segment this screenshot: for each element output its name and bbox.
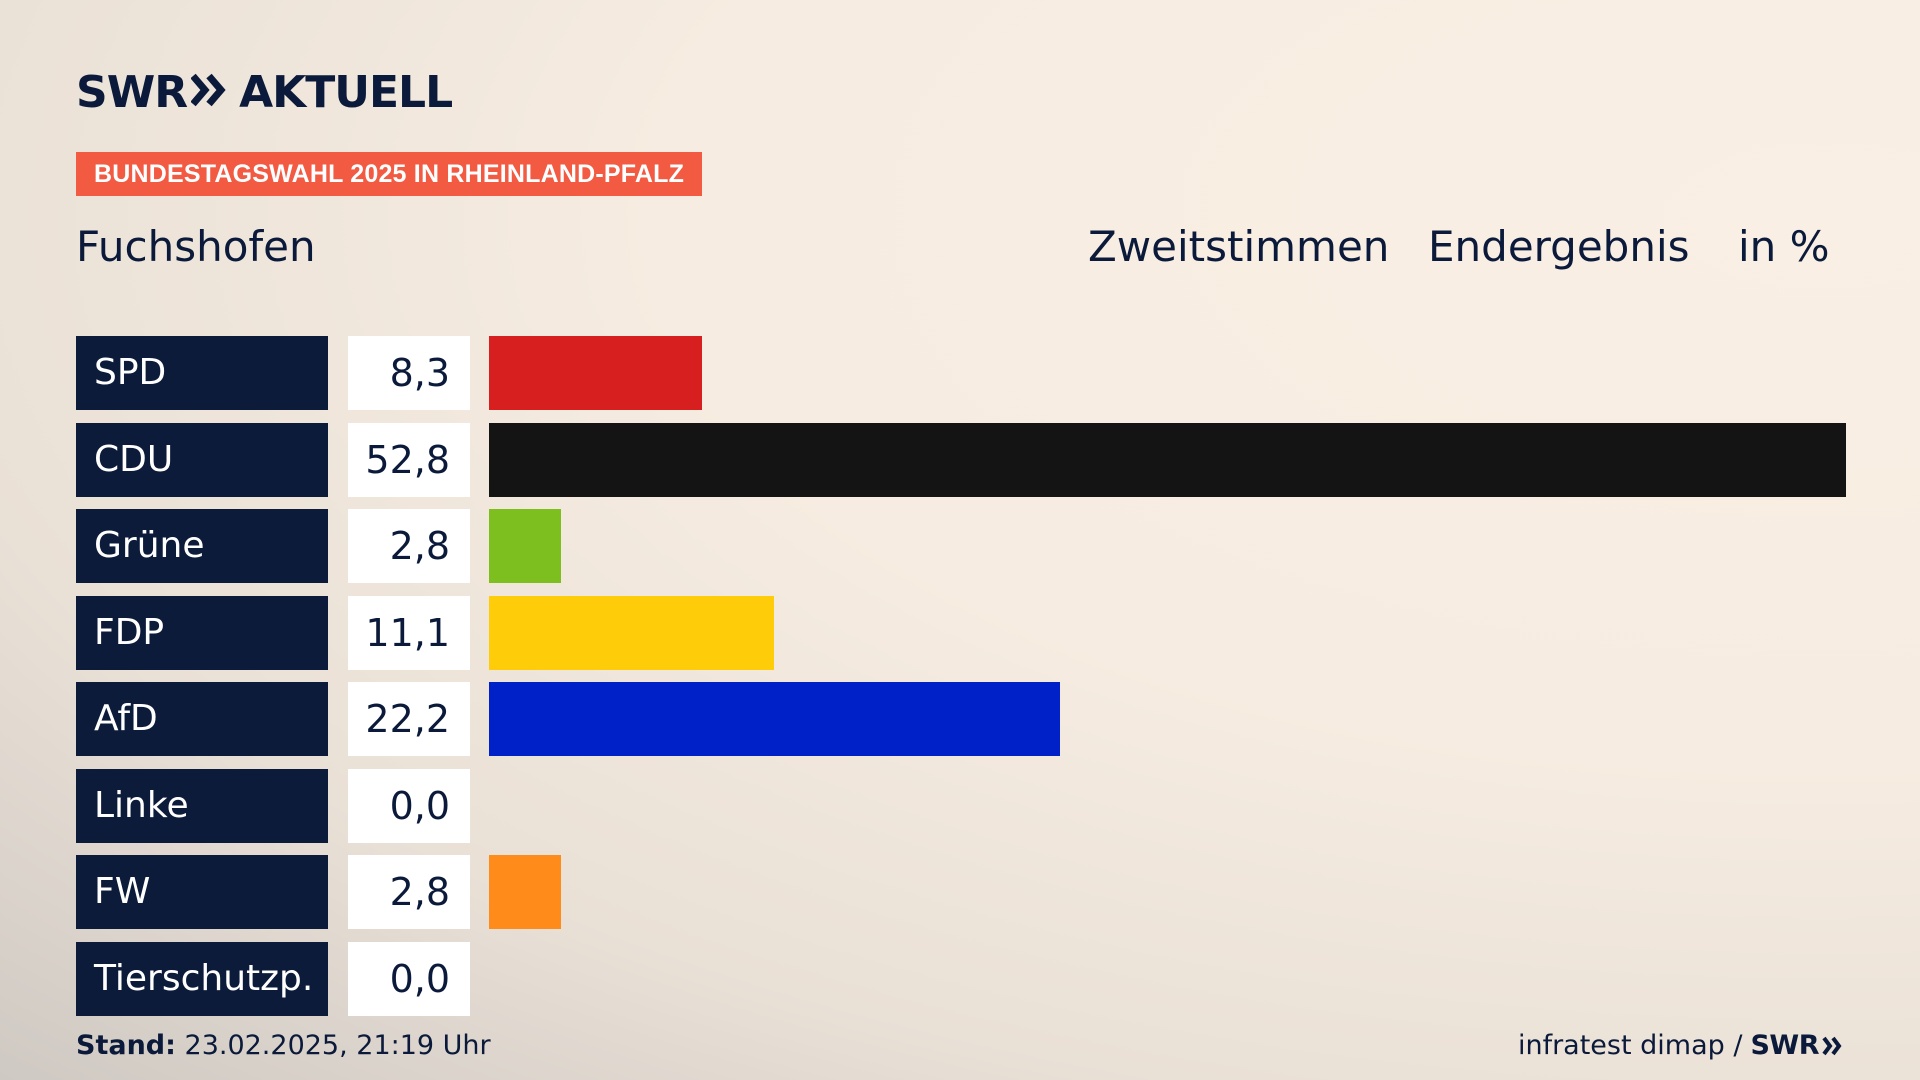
value-label: 2,8: [348, 509, 470, 583]
value-label: 22,2: [348, 682, 470, 756]
party-label: CDU: [76, 422, 328, 497]
brand-swr: SWR: [76, 66, 188, 118]
value-label: 0,0: [348, 941, 470, 1016]
unit-label: in %: [1738, 222, 1830, 271]
result-status-label: Endergebnis: [1428, 222, 1690, 271]
party-label: SPD: [76, 336, 328, 410]
bar: [489, 595, 775, 670]
bar: [489, 336, 703, 410]
value-label: 2,8: [348, 855, 470, 929]
stand-value: 23.02.2025, 21:19 Uhr: [184, 1030, 491, 1061]
bar: [489, 509, 561, 583]
swr-aktuell-logo: SWR AKTUELL: [76, 66, 453, 118]
value-label: 52,8: [348, 422, 470, 497]
bar: [489, 422, 1846, 497]
party-label: FDP: [76, 595, 328, 670]
value-label: 11,1: [348, 595, 470, 670]
party-label: AfD: [76, 682, 328, 756]
mini-chevron-icon: [1822, 1036, 1844, 1056]
bar: [489, 682, 1060, 756]
source-text: infratest dimap /: [1517, 1030, 1743, 1061]
election-banner: BUNDESTAGSWAHL 2025 IN RHEINLAND-PFALZ: [76, 152, 703, 196]
brand-aktuell: AKTUELL: [239, 66, 453, 118]
double-chevron-icon: [190, 67, 229, 118]
party-label: Grüne: [76, 509, 328, 583]
vote-type-label: Zweitstimmen: [1088, 222, 1390, 271]
stand-label: Stand:: [76, 1030, 176, 1061]
party-label: Tierschutzp.: [76, 941, 328, 1016]
value-label: 8,3: [348, 336, 470, 410]
value-label: 0,0: [348, 768, 470, 843]
source-credit: infratest dimap / SWR: [1518, 1030, 1844, 1061]
party-label: FW: [76, 855, 328, 929]
bar: [489, 855, 561, 929]
timestamp: Stand: 23.02.2025, 21:19 Uhr: [76, 1030, 491, 1061]
region-title: Fuchshofen: [76, 222, 316, 271]
party-label: Linke: [76, 768, 328, 843]
source-brand: SWR: [1750, 1030, 1819, 1061]
